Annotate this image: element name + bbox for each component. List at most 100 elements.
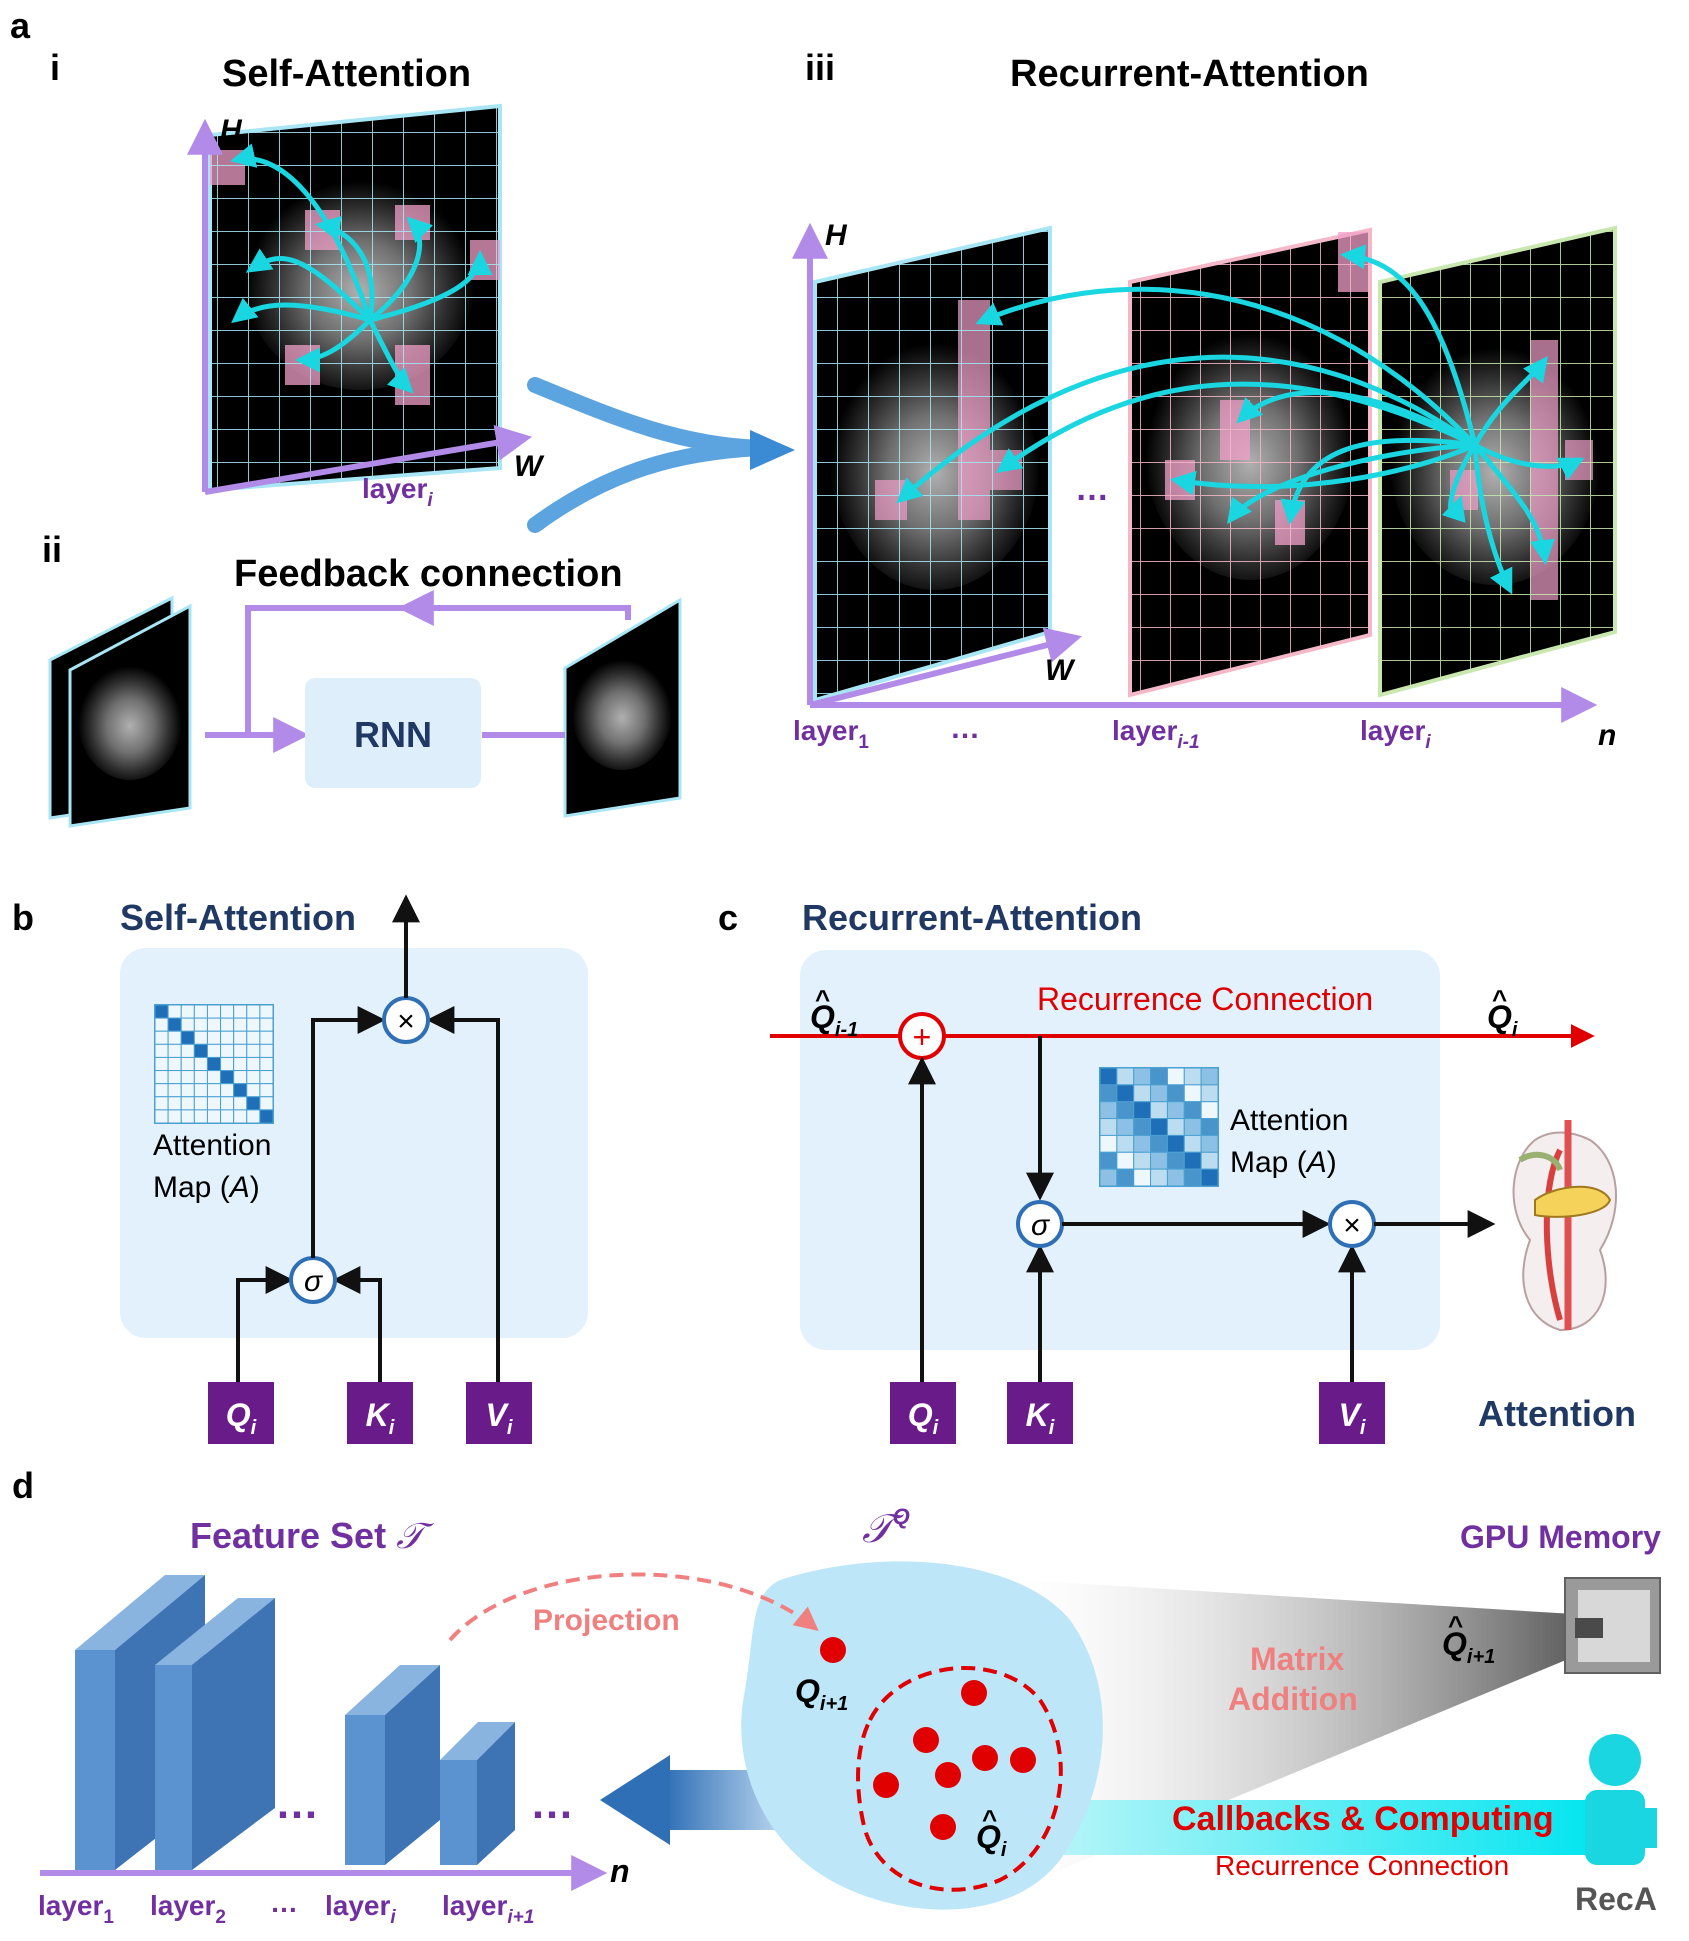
attention-cell: [259, 1017, 274, 1032]
attention-cell: [259, 1096, 274, 1111]
attention-cell: [206, 1043, 222, 1058]
d-layer-1: layer1: [38, 1890, 114, 1928]
d-n-label: n: [610, 1853, 630, 1889]
attention-cell: [180, 1070, 195, 1085]
b-map-label-2: Map (A): [153, 1171, 260, 1204]
a-iii-h-label: H: [825, 219, 848, 252]
attention-cell: [193, 1070, 208, 1085]
attention-cell: [233, 1109, 248, 1124]
panel-c-letter: c: [718, 897, 738, 938]
attention-cell: [1116, 1067, 1135, 1086]
attention-cell: [233, 1083, 248, 1098]
attention-cell: [1183, 1151, 1202, 1170]
attention-cell: [233, 1096, 248, 1111]
d-layer-2: layer2: [150, 1890, 226, 1928]
attention-cell: [154, 1004, 169, 1019]
attention-cell: [1183, 1168, 1202, 1187]
panel-a-iii-title: Recurrent-Attention: [1010, 53, 1369, 95]
a-iii-axis-ellipsis: …: [950, 712, 980, 745]
attention-cell: [193, 1017, 208, 1032]
feedback-loop: [245, 605, 631, 735]
q-hat-caret: ^: [982, 1804, 997, 1834]
attention-cell: [206, 1096, 222, 1111]
feature-slab-i: [345, 1665, 440, 1865]
attention-cell: [206, 1070, 222, 1085]
attention-cell: [1116, 1134, 1135, 1153]
attention-cell: [193, 1056, 208, 1072]
q-hat-cluster: [856, 1665, 1063, 1892]
attention-cell: [180, 1017, 195, 1032]
attention-cell: [1116, 1168, 1135, 1187]
c-output-label: Attention: [1478, 1393, 1636, 1434]
attention-cell: [1116, 1151, 1135, 1170]
a-i-h-label: H: [220, 114, 243, 147]
q-hat-point: [930, 1814, 956, 1840]
attention-cell: [233, 1043, 248, 1058]
attention-cell: [167, 1004, 182, 1019]
attention-cell: [1166, 1118, 1185, 1136]
c-q-prev-label: Qi-1: [810, 999, 858, 1041]
attention-cell: [1099, 1101, 1118, 1120]
attention-cell: [193, 1043, 208, 1058]
attention-cell: [206, 1083, 222, 1098]
b-ki-label: Ki: [366, 1397, 395, 1439]
attention-cell: [167, 1056, 182, 1072]
attention-cell: [1183, 1084, 1202, 1103]
attention-cell: [154, 1056, 169, 1072]
attention-cell: [206, 1004, 222, 1019]
tq-label: 𝒯Q: [862, 1504, 910, 1551]
d-recurrence-label: Recurrence Connection: [1215, 1850, 1509, 1881]
c-ki-box: [1007, 1382, 1073, 1444]
c-plus-label: +: [913, 1019, 932, 1055]
attention-cell: [180, 1109, 195, 1124]
attention-cell: [1150, 1101, 1168, 1120]
attention-cell: [246, 1070, 261, 1085]
attention-cell: [220, 1056, 235, 1072]
a-iii-layer-i: layeri: [1360, 715, 1431, 753]
slice-layer-1: [813, 225, 1052, 703]
rnn-label: RNN: [354, 714, 432, 755]
input-slices: [48, 595, 192, 828]
attention-cell: [1133, 1084, 1152, 1103]
attention-cell: [180, 1083, 195, 1098]
feature-slab-2: [155, 1598, 275, 1870]
attention-cell: [167, 1017, 182, 1032]
attention-cell: [1099, 1151, 1118, 1170]
attention-cell: [1150, 1151, 1168, 1170]
a-iii-n-label: n: [1598, 719, 1616, 752]
attention-cell: [233, 1056, 248, 1072]
attention-cell: [1183, 1118, 1202, 1136]
feature-slab-i-1: [440, 1722, 515, 1865]
a-iii-w-label: W: [1045, 654, 1076, 687]
d-layer-i-1: layeri+1: [442, 1890, 534, 1928]
attention-cell: [259, 1043, 274, 1058]
attention-cell: [167, 1096, 182, 1111]
b-vi-line: [426, 1006, 500, 1382]
slab-dots-2: …: [530, 1779, 574, 1828]
q-next-point: [820, 1637, 846, 1663]
panel-c-title: Recurrent-Attention: [802, 897, 1142, 938]
recurrent-attention-arrows: [896, 244, 1585, 595]
attention-cell: [1133, 1101, 1152, 1120]
attention-cell: [1116, 1118, 1135, 1136]
a-i-layer-label: layeri: [362, 473, 433, 511]
q-next-label: Qi+1: [795, 1673, 848, 1715]
a-iii-middle-ellipsis: …: [1075, 470, 1109, 508]
projection-label: Projection: [533, 1604, 680, 1637]
c-attention-map-icon: [1099, 1067, 1219, 1187]
attention-cell: [193, 1109, 208, 1124]
q-hat-point: [873, 1772, 899, 1798]
q-hat-point: [972, 1745, 998, 1771]
c-ki-label: Ki: [1026, 1397, 1055, 1439]
attention-cell: [180, 1043, 195, 1058]
q-hat-point: [961, 1680, 987, 1706]
attention-cell: [220, 1017, 235, 1032]
reca-person-icon: [1585, 1734, 1657, 1865]
panel-a-ii-numeral: ii: [42, 529, 62, 570]
merge-arrow: [527, 377, 795, 533]
attention-cell: [180, 1056, 195, 1072]
c-map-label-2: Map (A): [1230, 1146, 1337, 1179]
attention-cell: [1183, 1101, 1202, 1120]
b-qi-label: Qi: [226, 1397, 257, 1439]
attention-cell: [246, 1017, 261, 1032]
